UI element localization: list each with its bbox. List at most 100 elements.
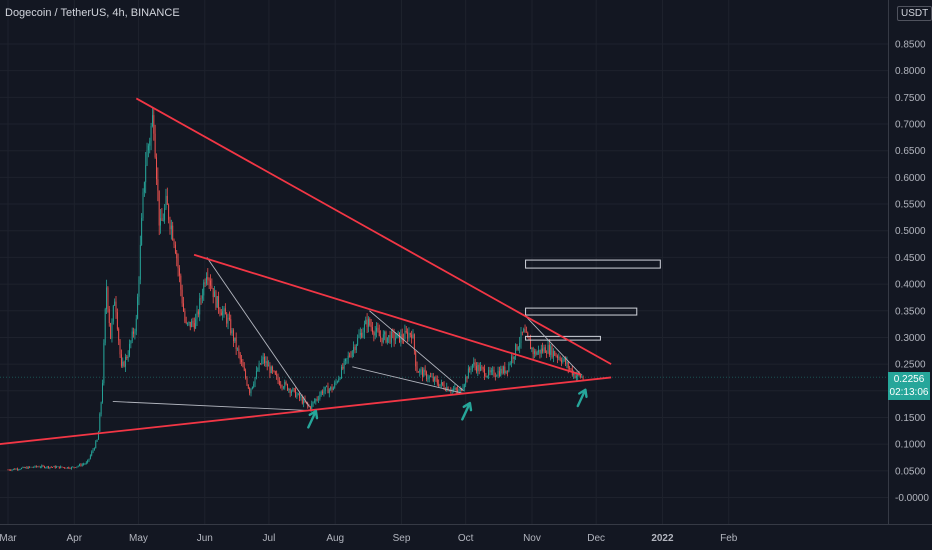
candle (38, 465, 40, 468)
candle-body (543, 347, 545, 352)
candle (440, 379, 442, 388)
candle (359, 327, 361, 340)
candle-body (276, 374, 278, 376)
candle-body (467, 368, 469, 379)
candle-body (422, 369, 423, 377)
candle-body (39, 467, 41, 468)
candle (53, 465, 55, 468)
candle (223, 306, 225, 318)
candle-body (473, 362, 475, 365)
candle-body (388, 335, 390, 338)
candle-body (116, 312, 118, 329)
candle (23, 466, 25, 469)
candle (369, 317, 371, 327)
candle-body (58, 466, 60, 469)
candle-body (37, 466, 39, 468)
candle (370, 318, 372, 332)
candle-body (409, 333, 411, 335)
time-tick-label: May (129, 533, 148, 544)
candle (523, 327, 525, 333)
candle-body (295, 388, 296, 398)
candle-body (197, 311, 199, 315)
candle-body (53, 466, 55, 468)
candle (54, 465, 56, 469)
candle (342, 363, 344, 371)
candle-body (481, 366, 483, 368)
candle (185, 316, 187, 325)
candle-body (471, 364, 473, 370)
candle (118, 327, 120, 346)
candle (559, 355, 561, 362)
candle (231, 328, 233, 336)
candle-body (126, 356, 128, 359)
candle (412, 329, 414, 339)
candle-body (41, 465, 43, 468)
candle (570, 367, 572, 371)
candle (535, 349, 537, 357)
candle (447, 386, 449, 392)
candle-body (517, 347, 519, 350)
candle-body (378, 331, 380, 337)
candle-body (88, 458, 90, 461)
candle (385, 330, 387, 344)
candle-body (61, 466, 63, 468)
candle-body (399, 332, 400, 342)
resistance-box (525, 307, 638, 316)
candle-body (389, 335, 391, 343)
candle-body (152, 115, 153, 127)
candle-body (485, 376, 487, 377)
candle (239, 351, 241, 364)
candle (216, 295, 218, 308)
candle-body (462, 387, 464, 391)
candle (390, 329, 392, 348)
candle-body (129, 343, 130, 356)
candle-body (99, 413, 101, 432)
candle (368, 316, 369, 333)
candle-body (361, 332, 363, 338)
candle (274, 370, 276, 376)
candle-body (153, 115, 155, 134)
candle-body (158, 190, 160, 226)
candle (69, 467, 71, 470)
candle-body (269, 365, 271, 374)
candle-body (519, 342, 521, 348)
candle (77, 465, 79, 468)
candle-body (218, 296, 220, 310)
candle (61, 466, 63, 468)
candle (361, 328, 363, 339)
candle (493, 366, 495, 378)
candle (165, 188, 167, 210)
candle-body (273, 370, 275, 372)
candle-body (42, 465, 44, 467)
candle (401, 328, 403, 344)
candle-body (120, 354, 122, 366)
candle-body (316, 399, 318, 400)
candle-body (45, 467, 47, 469)
candle (365, 316, 367, 325)
candle (381, 337, 383, 347)
candle (314, 398, 315, 404)
candle-body (44, 466, 45, 468)
candle (154, 124, 156, 159)
candle (184, 308, 186, 324)
candle-body (401, 334, 403, 339)
candle (34, 465, 36, 468)
candle-body (523, 328, 525, 333)
candle (222, 305, 224, 321)
candle-body (363, 323, 365, 333)
candle-body (381, 337, 383, 343)
candle-body (393, 332, 395, 341)
candle (19, 468, 21, 471)
time-tick-label: Mar (0, 533, 17, 544)
candle-body (311, 403, 313, 410)
candle-body (76, 466, 78, 468)
currency-label[interactable]: USDT (897, 6, 932, 21)
candle-body (34, 465, 36, 468)
candle-body (400, 334, 402, 342)
candle-body (525, 332, 527, 333)
candle-body (131, 331, 133, 341)
candle-body (536, 352, 538, 355)
candle-body (227, 317, 229, 324)
candle-body (521, 331, 523, 333)
